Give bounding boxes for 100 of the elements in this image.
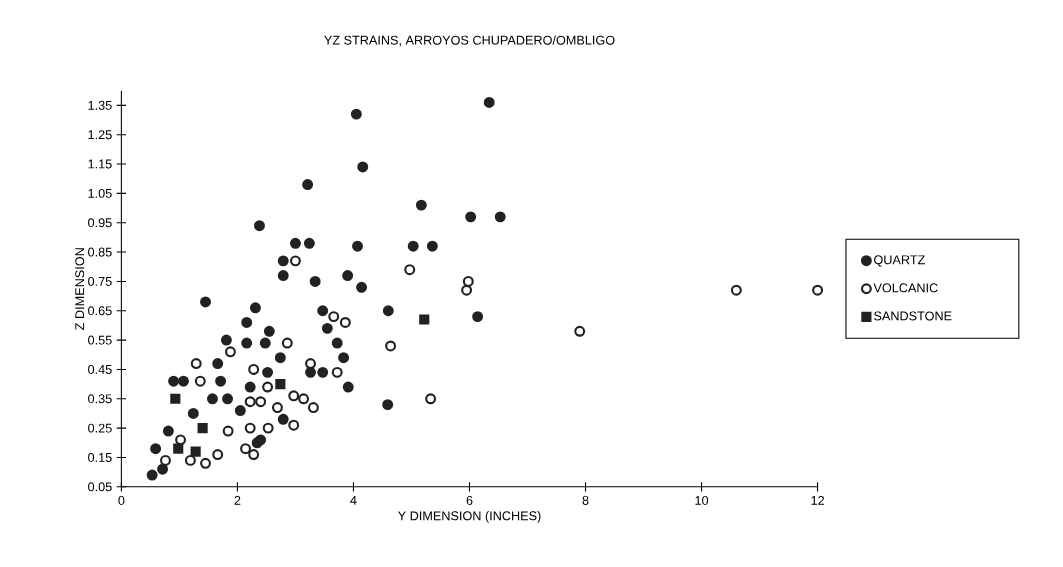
point bbox=[356, 281, 368, 293]
point bbox=[339, 317, 351, 329]
x-tick-label: 6 bbox=[466, 496, 473, 506]
point bbox=[342, 381, 354, 393]
x-tick-label: 12 bbox=[811, 496, 825, 505]
point bbox=[197, 423, 208, 434]
y-tick-label: 0.45 bbox=[88, 365, 112, 374]
x-tick-label: 0 bbox=[118, 496, 125, 506]
y-tick-label: 1.05 bbox=[88, 188, 112, 198]
point bbox=[212, 449, 224, 461]
legend-label: VOLCANIC bbox=[873, 283, 938, 293]
point bbox=[222, 393, 234, 405]
point bbox=[331, 337, 343, 349]
point bbox=[248, 364, 260, 375]
y-tick-label: 0.65 bbox=[88, 306, 112, 316]
point bbox=[275, 379, 286, 390]
point bbox=[574, 325, 586, 337]
point bbox=[303, 237, 315, 249]
y-tick-label: 1.25 bbox=[88, 130, 112, 140]
point bbox=[207, 393, 218, 405]
point bbox=[241, 317, 253, 329]
point bbox=[177, 375, 189, 387]
point bbox=[289, 255, 301, 267]
point bbox=[425, 393, 437, 405]
point bbox=[249, 302, 261, 314]
point bbox=[321, 322, 333, 334]
point bbox=[472, 311, 484, 323]
x-tick-label: 8 bbox=[582, 496, 589, 506]
point bbox=[812, 284, 824, 296]
point bbox=[244, 396, 256, 408]
y-tick-label: 0.75 bbox=[88, 277, 112, 286]
point bbox=[309, 276, 321, 287]
point bbox=[461, 284, 473, 296]
point bbox=[277, 270, 289, 282]
y-tick-label: 0.95 bbox=[88, 218, 112, 228]
point bbox=[407, 240, 419, 252]
chart-title: YZ STRAINS, ARROYOS CHUPADERO/OMBLIGO bbox=[324, 35, 615, 47]
point bbox=[150, 443, 162, 455]
point bbox=[170, 393, 181, 404]
point bbox=[494, 211, 506, 223]
y-tick-label: 0.05 bbox=[88, 482, 112, 492]
point bbox=[224, 346, 236, 358]
point bbox=[187, 408, 199, 419]
point bbox=[338, 352, 350, 364]
point bbox=[382, 399, 394, 411]
point bbox=[248, 449, 260, 461]
point bbox=[184, 455, 196, 466]
point bbox=[274, 352, 286, 364]
point bbox=[220, 334, 232, 346]
point bbox=[244, 381, 256, 393]
point bbox=[462, 276, 474, 287]
point bbox=[200, 296, 211, 308]
y-tick-label: 0.35 bbox=[88, 394, 112, 404]
point bbox=[317, 305, 329, 317]
legend-label: QUARTZ bbox=[874, 255, 925, 267]
point bbox=[175, 434, 187, 446]
point bbox=[194, 375, 206, 387]
legend-label: SANDSTONE bbox=[874, 311, 952, 321]
point bbox=[190, 446, 201, 457]
point bbox=[302, 179, 314, 191]
point bbox=[350, 108, 362, 120]
point bbox=[331, 366, 343, 378]
point bbox=[200, 457, 211, 469]
point bbox=[317, 366, 329, 378]
point bbox=[298, 393, 310, 405]
point bbox=[404, 264, 416, 276]
y-tick-label: 0.85 bbox=[88, 247, 112, 257]
point bbox=[415, 199, 427, 211]
point bbox=[234, 405, 246, 417]
point bbox=[146, 469, 158, 481]
point bbox=[730, 284, 742, 296]
point bbox=[288, 390, 300, 402]
y-tick-label: 0.55 bbox=[88, 335, 112, 345]
point bbox=[288, 419, 300, 431]
point bbox=[385, 340, 397, 352]
point bbox=[212, 358, 224, 370]
point bbox=[382, 305, 394, 317]
y-tick-label: 0.15 bbox=[88, 453, 112, 463]
point bbox=[307, 402, 319, 414]
point bbox=[483, 97, 495, 108]
y-tick-label: 0.25 bbox=[88, 423, 112, 433]
point bbox=[240, 443, 252, 455]
y-tick-label: 1.15 bbox=[88, 159, 112, 169]
point bbox=[244, 422, 256, 434]
x-tick-label: 2 bbox=[234, 496, 241, 505]
point bbox=[215, 375, 227, 387]
point bbox=[190, 358, 202, 370]
point bbox=[277, 413, 289, 425]
point bbox=[222, 425, 234, 437]
point bbox=[168, 375, 180, 387]
point bbox=[357, 161, 369, 173]
point bbox=[465, 211, 477, 223]
point bbox=[254, 220, 265, 232]
y-tick-label: 1.35 bbox=[88, 100, 112, 110]
point bbox=[419, 314, 430, 325]
point bbox=[262, 422, 274, 434]
point bbox=[262, 381, 274, 393]
point bbox=[426, 240, 438, 252]
point bbox=[328, 311, 340, 323]
point bbox=[281, 337, 293, 349]
